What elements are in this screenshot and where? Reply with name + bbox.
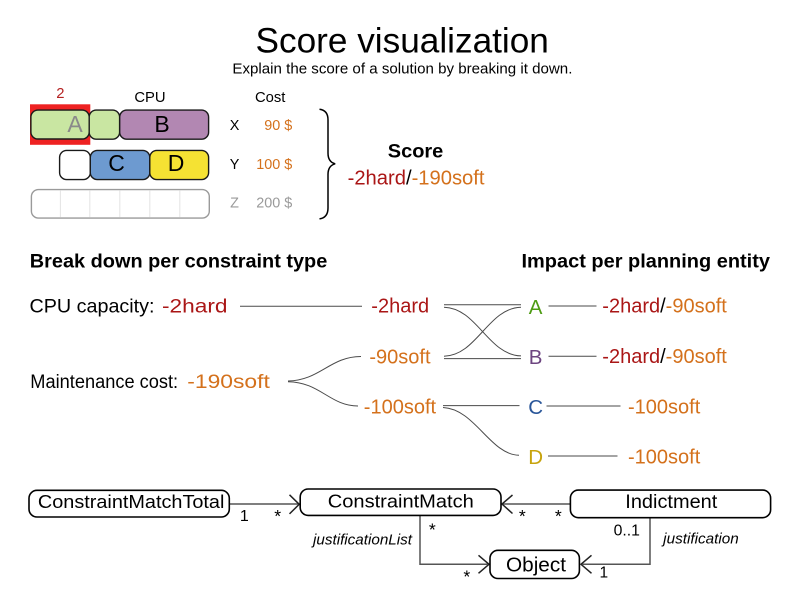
svg-text:-2hard: -2hard (162, 297, 228, 318)
svg-text:C: C (108, 150, 125, 176)
svg-text:1: 1 (600, 565, 609, 582)
svg-text:100 $: 100 $ (256, 157, 292, 173)
svg-text:ConstraintMatch: ConstraintMatch (328, 491, 474, 512)
svg-text:C: C (528, 396, 543, 419)
svg-text:200 $: 200 $ (256, 195, 292, 211)
svg-text:Maintenance cost:: Maintenance cost: (30, 372, 178, 393)
svg-text:-2hard/-190soft: -2hard/-190soft (348, 167, 485, 189)
svg-text:justification: justification (661, 530, 739, 547)
svg-text:*: * (429, 519, 436, 539)
svg-text:Score: Score (388, 141, 444, 162)
svg-text:D: D (528, 446, 543, 469)
svg-text:-2hard/-90soft: -2hard/-90soft (602, 346, 727, 368)
svg-text:-190soft: -190soft (187, 372, 270, 393)
svg-text:A: A (529, 296, 543, 319)
svg-text:90 $: 90 $ (264, 118, 292, 134)
svg-text:-2hard/-90soft: -2hard/-90soft (602, 296, 727, 318)
svg-text:*: * (274, 506, 281, 526)
svg-text:-100soft: -100soft (628, 446, 701, 468)
svg-text:CPU: CPU (134, 90, 165, 106)
svg-text:*: * (463, 566, 470, 586)
svg-text:B: B (529, 346, 543, 369)
svg-text:0..1: 0..1 (614, 523, 640, 540)
svg-text:Break down per constraint type: Break down per constraint type (30, 252, 328, 273)
svg-text:X: X (230, 118, 240, 134)
svg-text:*: * (519, 506, 526, 526)
svg-text:Z: Z (230, 195, 239, 211)
svg-text:Object: Object (506, 554, 566, 577)
svg-text:justificationList: justificationList (311, 531, 413, 548)
svg-text:Y: Y (230, 157, 240, 173)
svg-text:1: 1 (240, 508, 249, 525)
svg-text:ConstraintMatchTotal: ConstraintMatchTotal (38, 492, 225, 512)
svg-text:*: * (555, 506, 562, 526)
svg-text:Explain the score of a solutio: Explain the score of a solution by break… (232, 60, 572, 77)
svg-text:Indictment: Indictment (625, 492, 718, 513)
svg-text:-90soft: -90soft (369, 347, 431, 369)
svg-text:D: D (168, 150, 185, 176)
svg-text:B: B (154, 111, 169, 137)
svg-text:2: 2 (56, 86, 64, 102)
svg-text:Cost: Cost (255, 90, 285, 106)
svg-text:Impact per planning entity: Impact per planning entity (522, 252, 771, 273)
svg-text:CPU capacity:: CPU capacity: (30, 297, 155, 318)
svg-text:-100soft: -100soft (628, 396, 701, 418)
svg-text:Score visualization: Score visualization (256, 22, 549, 61)
svg-text:-2hard: -2hard (371, 296, 429, 318)
svg-text:-100soft: -100soft (364, 397, 437, 419)
svg-text:A: A (67, 111, 83, 137)
